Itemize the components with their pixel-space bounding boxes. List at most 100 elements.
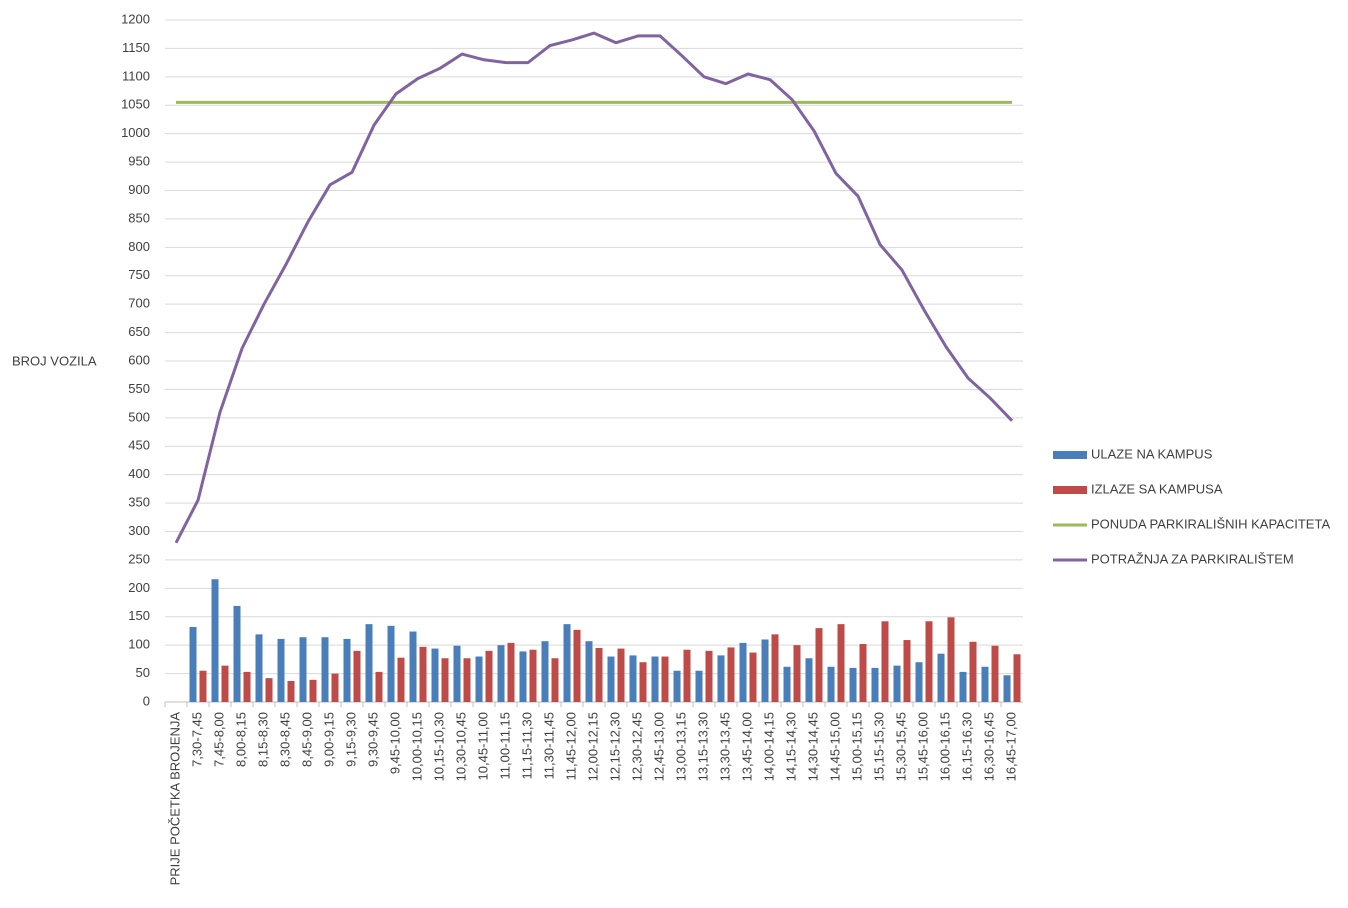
x-tick-label: 8,45-9,00 bbox=[299, 712, 314, 767]
bar bbox=[441, 658, 449, 702]
x-tick-label: 14,15-14,30 bbox=[783, 712, 798, 781]
bar bbox=[507, 642, 515, 702]
bar bbox=[981, 666, 989, 702]
bar bbox=[651, 656, 659, 702]
y-tick-label: 650 bbox=[128, 324, 150, 339]
x-tick-label: 11,15-11,30 bbox=[519, 712, 534, 779]
x-tick-label: 9,15-9,30 bbox=[343, 712, 358, 767]
legend-swatch bbox=[1053, 486, 1087, 494]
bar bbox=[893, 665, 901, 702]
bar bbox=[805, 658, 813, 702]
bar bbox=[375, 671, 383, 702]
x-tick-label: 11,30-11,45 bbox=[541, 712, 556, 779]
bar bbox=[365, 624, 373, 702]
bar bbox=[827, 666, 835, 702]
x-tick-label: 15,15-15,30 bbox=[871, 712, 886, 781]
bar bbox=[815, 628, 823, 702]
legend-label: POTRAŽNJA ZA PARKIRALIŠTEM bbox=[1091, 551, 1294, 566]
bar bbox=[991, 645, 999, 702]
x-tick-label: 14,30-14,45 bbox=[805, 712, 820, 781]
bar bbox=[277, 638, 285, 702]
y-tick-label: 750 bbox=[128, 267, 150, 282]
bar bbox=[969, 641, 977, 702]
bar bbox=[739, 642, 747, 702]
bar bbox=[639, 662, 647, 702]
bar bbox=[551, 658, 559, 702]
x-tick-label: 15,30-15,45 bbox=[893, 712, 908, 781]
y-tick-label: 1200 bbox=[121, 11, 150, 26]
x-tick-label: 8,30-8,45 bbox=[277, 712, 292, 767]
y-tick-label: 200 bbox=[128, 580, 150, 595]
bar bbox=[265, 678, 273, 702]
bar bbox=[221, 665, 229, 702]
bar bbox=[475, 656, 483, 702]
y-tick-label: 800 bbox=[128, 239, 150, 254]
bar bbox=[629, 655, 637, 702]
bar bbox=[397, 657, 405, 702]
bar bbox=[859, 644, 867, 702]
y-tick-label: 1150 bbox=[122, 40, 150, 55]
y-axis-label: BROJ VOZILA bbox=[12, 353, 97, 368]
legend-label: ULAZE NA KAMPUS bbox=[1091, 446, 1213, 461]
x-tick-label: 16,15-16,30 bbox=[959, 712, 974, 781]
bar bbox=[727, 647, 735, 702]
x-tick-label: PRIJE POČETKA BROJENJA bbox=[167, 712, 182, 886]
y-tick-label: 350 bbox=[128, 495, 150, 510]
bar bbox=[321, 637, 329, 702]
bar bbox=[761, 639, 769, 702]
bar bbox=[573, 629, 581, 702]
bar bbox=[837, 624, 845, 702]
x-tick-label: 11,00-11,15 bbox=[497, 712, 512, 779]
y-tick-label: 700 bbox=[128, 296, 150, 311]
x-tick-label: 11,45-12,00 bbox=[563, 712, 578, 780]
bar bbox=[925, 621, 933, 702]
y-tick-label: 900 bbox=[128, 182, 150, 197]
x-tick-label: 9,00-9,15 bbox=[321, 712, 336, 767]
bar bbox=[749, 652, 757, 702]
bar bbox=[871, 667, 879, 702]
y-tick-label: 0 bbox=[143, 693, 150, 708]
x-tick-label: 8,15-8,30 bbox=[255, 712, 270, 767]
bar bbox=[1013, 654, 1021, 702]
x-tick-label: 10,30-10,45 bbox=[453, 712, 468, 781]
x-tick-label: 16,30-16,45 bbox=[981, 712, 996, 781]
x-tick-label: 13,00-13,15 bbox=[673, 712, 688, 781]
bar bbox=[661, 656, 669, 702]
bar bbox=[463, 658, 471, 702]
bar bbox=[683, 649, 691, 702]
y-tick-label: 300 bbox=[128, 523, 150, 538]
x-tick-label: 9,45-10,00 bbox=[387, 712, 402, 774]
y-tick-label: 1000 bbox=[121, 125, 150, 140]
y-tick-label: 250 bbox=[128, 551, 150, 566]
bar bbox=[915, 662, 923, 702]
y-tick-label: 500 bbox=[128, 409, 150, 424]
x-tick-label: 13,45-14,00 bbox=[739, 712, 754, 781]
bar bbox=[771, 634, 779, 702]
y-tick-label: 850 bbox=[128, 210, 150, 225]
y-tick-label: 450 bbox=[128, 438, 150, 453]
y-tick-label: 400 bbox=[128, 466, 150, 481]
bar bbox=[485, 650, 493, 702]
bar bbox=[783, 666, 791, 702]
bar bbox=[243, 671, 251, 702]
y-tick-label: 150 bbox=[128, 608, 150, 623]
x-tick-label: 13,30-13,45 bbox=[717, 712, 732, 781]
bar bbox=[453, 645, 461, 702]
x-tick-label: 10,45-11,00 bbox=[475, 712, 490, 780]
bar bbox=[717, 655, 725, 702]
bar bbox=[563, 624, 571, 702]
bar bbox=[387, 625, 395, 702]
x-tick-label: 12,45-13,00 bbox=[651, 712, 666, 781]
bar bbox=[287, 680, 295, 702]
legend-swatch bbox=[1053, 451, 1087, 459]
y-tick-label: 1050 bbox=[121, 97, 150, 112]
bar bbox=[937, 653, 945, 702]
x-tick-label: 10,15-10,30 bbox=[431, 712, 446, 781]
x-tick-label: 16,00-16,15 bbox=[937, 712, 952, 781]
y-tick-label: 950 bbox=[128, 154, 150, 169]
bar bbox=[617, 648, 625, 702]
x-tick-label: 14,00-14,15 bbox=[761, 712, 776, 781]
bar bbox=[189, 626, 197, 702]
y-tick-label: 550 bbox=[128, 381, 150, 396]
